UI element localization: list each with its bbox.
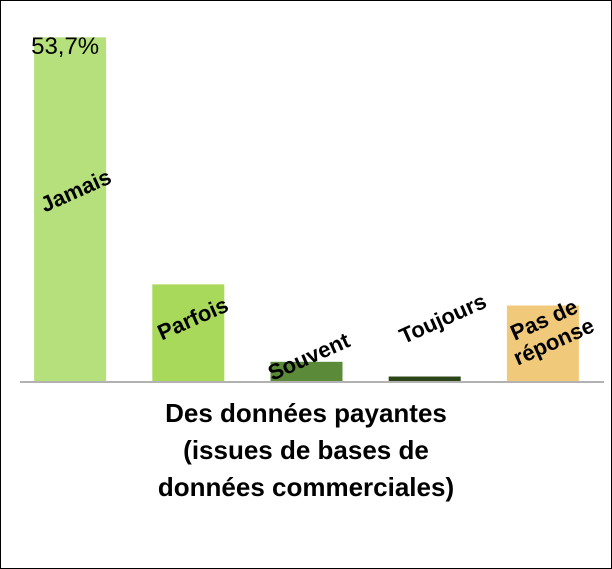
bar <box>388 376 461 381</box>
chart-title: Des données payantes (issues de bases de… <box>157 398 455 502</box>
bar <box>270 361 343 381</box>
bar <box>34 37 107 381</box>
bar <box>506 305 579 381</box>
data-label: 53,7% <box>31 33 100 61</box>
bar <box>152 284 225 381</box>
